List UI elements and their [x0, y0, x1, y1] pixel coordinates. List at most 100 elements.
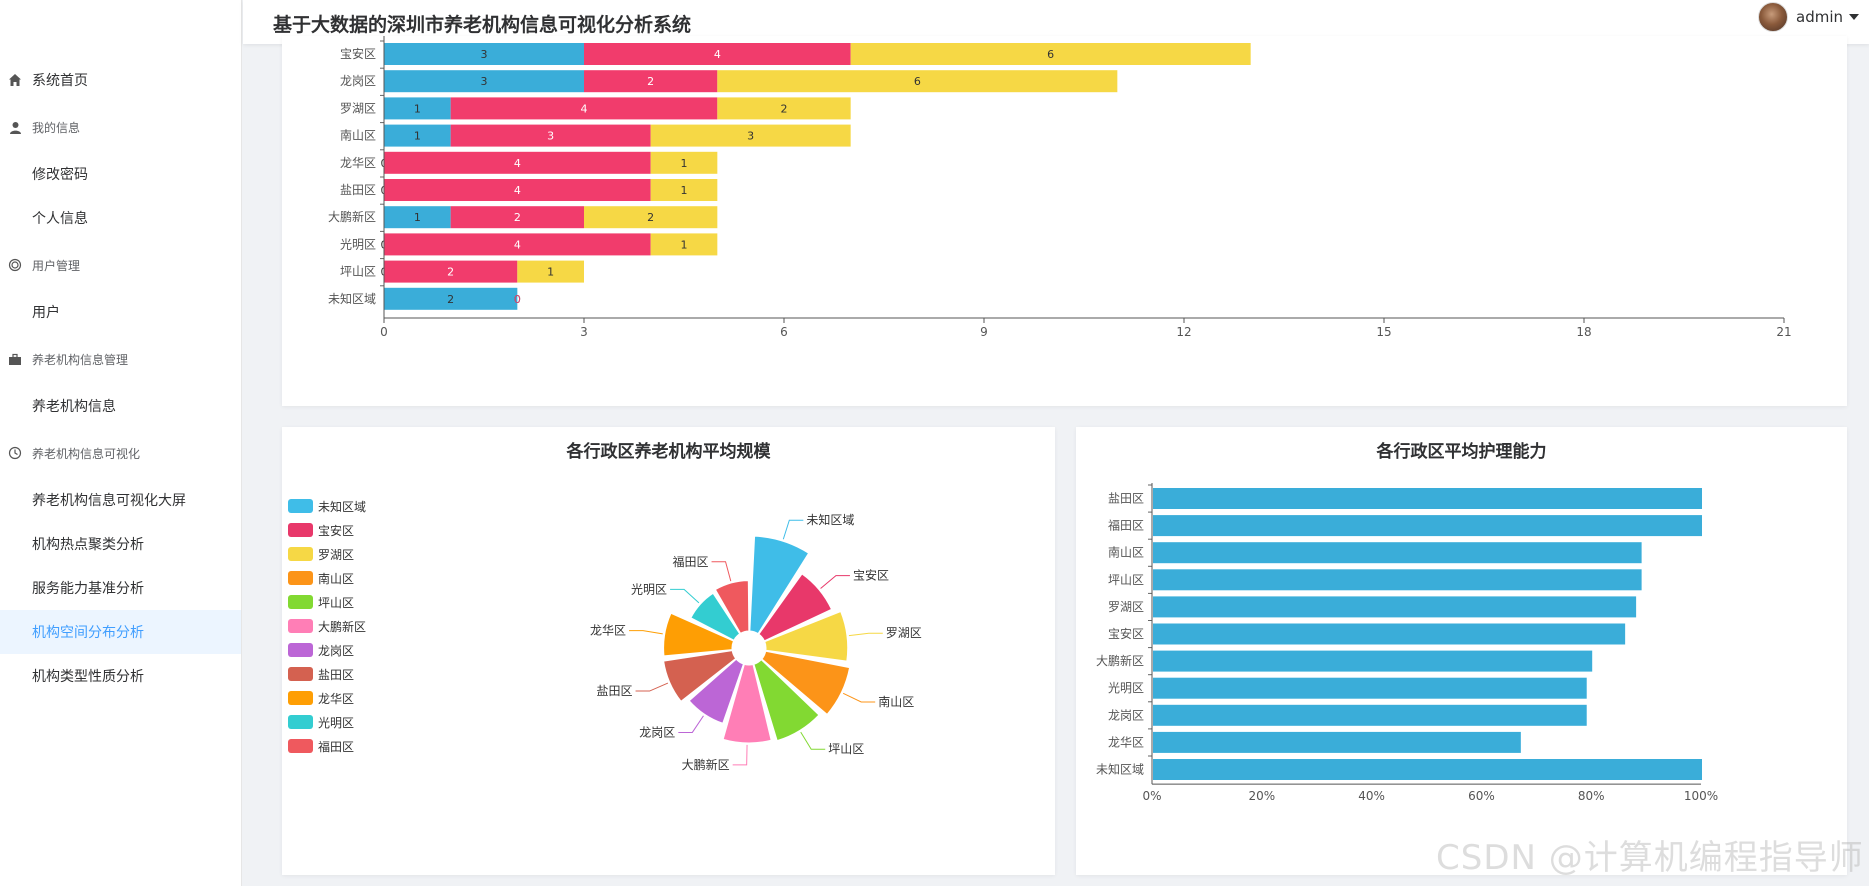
bar-segment[interactable]: [584, 206, 718, 229]
y-tick-label: 福田区: [1108, 518, 1144, 533]
sidebar-item-11[interactable]: 服务能力基准分析: [0, 566, 241, 610]
bar-segment[interactable]: [384, 233, 651, 256]
pie-slice[interactable]: [688, 658, 744, 724]
sidebar-item-2[interactable]: 修改密码: [0, 152, 241, 196]
sidebar-item-label: 养老机构信息管理: [32, 352, 129, 367]
pie-slice[interactable]: [749, 535, 810, 635]
sidebar-item-13[interactable]: 机构类型性质分析: [0, 654, 241, 698]
capacity-bar[interactable]: [1153, 515, 1702, 537]
sidebar-item-3[interactable]: 个人信息: [0, 196, 241, 240]
bar-segment[interactable]: [450, 124, 651, 147]
pie-slice[interactable]: [714, 580, 750, 634]
data-label: 4: [514, 157, 521, 170]
bar-segment[interactable]: [384, 97, 451, 120]
sidebar-item-0[interactable]: 系统首页: [0, 58, 241, 102]
bar-segment[interactable]: [717, 70, 1118, 93]
user-menu[interactable]: admin: [1758, 2, 1859, 32]
bar-segment[interactable]: [450, 97, 718, 120]
capacity-bar[interactable]: [1153, 569, 1642, 591]
pie-slice[interactable]: [758, 573, 832, 642]
pie-slice[interactable]: [690, 592, 741, 641]
data-label: 4: [581, 102, 588, 115]
data-label: 2: [514, 211, 521, 224]
bar-segment[interactable]: [650, 179, 718, 201]
bar-segment[interactable]: [384, 43, 584, 65]
bar-segment[interactable]: [650, 124, 851, 147]
pie-slice[interactable]: [722, 663, 772, 744]
legend-item[interactable]: 宝安区: [288, 518, 366, 542]
slice-label: 罗湖区: [886, 625, 922, 640]
bar-segment[interactable]: [650, 233, 718, 256]
capacity-bar[interactable]: [1153, 704, 1587, 726]
sidebar-item-12[interactable]: 机构空间分布分析: [0, 610, 241, 654]
sidebar-item-7[interactable]: 养老机构信息: [0, 384, 241, 428]
y-tick-label: 盐田区: [340, 183, 376, 197]
bar-segment[interactable]: [384, 70, 584, 93]
legend-item[interactable]: 坪山区: [288, 590, 366, 614]
legend-label: 盐田区: [318, 667, 355, 682]
legend-item[interactable]: 未知区域: [288, 494, 366, 518]
legend-item[interactable]: 福田区: [288, 734, 366, 758]
avatar[interactable]: [1758, 2, 1788, 32]
legend-item[interactable]: 罗湖区: [288, 542, 366, 566]
legend-item[interactable]: 龙华区: [288, 686, 366, 710]
bar-segment[interactable]: [384, 124, 451, 147]
bar-segment[interactable]: [584, 70, 718, 93]
capacity-bar[interactable]: [1153, 596, 1637, 618]
sidebar-group-4[interactable]: 用户管理: [0, 240, 241, 290]
bar-segment[interactable]: [384, 287, 518, 310]
capacity-bar[interactable]: [1153, 650, 1593, 672]
sidebar-group-1[interactable]: 我的信息: [0, 102, 241, 152]
bar-segment[interactable]: [584, 43, 851, 65]
legend-swatch: [288, 643, 313, 657]
leader-line: [678, 715, 704, 733]
pie-slice[interactable]: [753, 659, 820, 742]
leader-line: [732, 744, 748, 766]
bar-segment[interactable]: [517, 260, 584, 283]
legend-label: 罗湖区: [318, 547, 355, 562]
x-tick-label: 0%: [1142, 789, 1161, 803]
data-label: 1: [414, 130, 421, 143]
bar-segment[interactable]: [850, 43, 1251, 65]
capacity-bar[interactable]: [1153, 542, 1642, 564]
legend-item[interactable]: 光明区: [288, 710, 366, 734]
capacity-bar[interactable]: [1153, 731, 1521, 753]
pie-slice[interactable]: [764, 611, 849, 662]
sidebar-item-10[interactable]: 机构热点聚类分析: [0, 522, 241, 566]
caret-down-icon[interactable]: [1849, 14, 1859, 20]
bar-segment[interactable]: [384, 151, 651, 174]
legend-item[interactable]: 龙岗区: [288, 638, 366, 662]
y-tick-label: 龙华区: [1108, 735, 1144, 749]
bar-segment[interactable]: [384, 206, 451, 229]
capacity-bar[interactable]: [1153, 759, 1702, 780]
slice-label: 盐田区: [597, 684, 633, 698]
bar-segment[interactable]: [450, 206, 584, 229]
capacity-bar[interactable]: [1153, 488, 1702, 509]
pie-slice[interactable]: [761, 650, 851, 715]
bar-segment[interactable]: [384, 260, 518, 283]
capacity-bar[interactable]: [1153, 677, 1587, 699]
bar-segment[interactable]: [650, 151, 718, 174]
data-label: 0: [514, 293, 521, 306]
avg-scale-pie-panel: 各行政区养老机构平均规模 未知区域 宝安区 罗湖区 南山区 坪山区 大鹏新区 龙岗区 盐田区龙…: [282, 427, 1055, 875]
pie-legend: 未知区域宝安区罗湖区南山区 坪山区 大鹏新区 龙岗区盐田区龙华区 光明区 福田区: [288, 494, 366, 758]
pie-slice[interactable]: [663, 612, 734, 657]
bar-segment[interactable]: [717, 97, 851, 120]
x-tick-label: 21: [1776, 325, 1791, 339]
capacity-bar[interactable]: [1153, 623, 1626, 645]
legend-label: 宝安区: [318, 523, 355, 538]
sidebar-item-5[interactable]: 用户: [0, 290, 241, 334]
x-tick-label: 6: [780, 325, 788, 339]
pie-slice[interactable]: [663, 650, 737, 702]
legend-item[interactable]: 南山区: [288, 566, 366, 590]
x-tick-label: 80%: [1578, 789, 1605, 803]
bar-segment[interactable]: [384, 179, 651, 201]
username[interactable]: admin: [1796, 8, 1843, 26]
sidebar-group-8[interactable]: 养老机构信息可视化: [0, 428, 241, 478]
sidebar-item-9[interactable]: 养老机构信息可视化大屏: [0, 478, 241, 522]
legend-item[interactable]: 盐田区: [288, 662, 366, 686]
legend-item[interactable]: 大鹏新区: [288, 614, 366, 638]
data-label: 3: [747, 130, 754, 143]
sidebar-group-6[interactable]: 养老机构信息管理: [0, 334, 241, 384]
legend-label: 未知区域: [318, 499, 367, 514]
